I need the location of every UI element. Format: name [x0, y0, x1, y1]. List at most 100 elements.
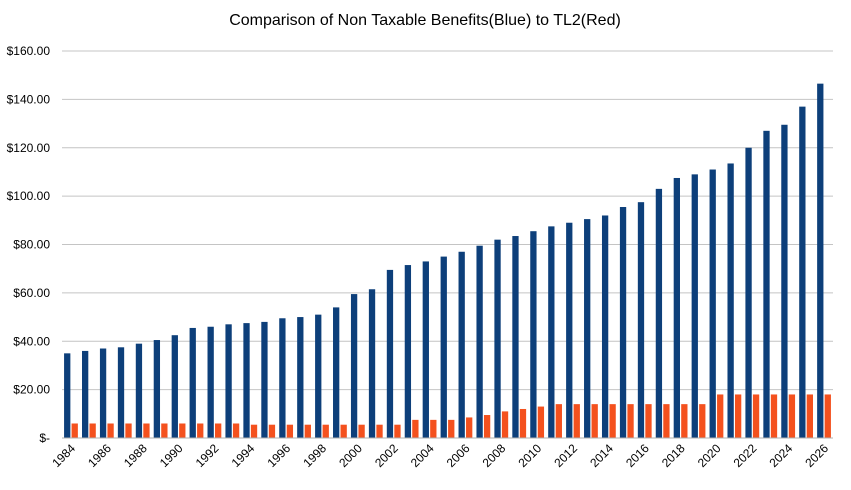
benefits-bar-2010: [530, 231, 537, 438]
y-tick-label: $40.00: [13, 334, 50, 348]
benefits-bar-2023: [763, 130, 770, 438]
chart-title: Comparison of Non Taxable Benefits(Blue)…: [229, 12, 621, 29]
benefits-bar-2024: [781, 124, 788, 439]
y-tick-label: $-: [39, 431, 50, 445]
tl2-bar-1992: [215, 423, 222, 438]
tl2-bar-2007: [483, 415, 491, 438]
y-tick-label: $160.00: [7, 44, 51, 58]
tl2-bar-1996: [286, 424, 294, 438]
benefits-bar-2008: [494, 239, 501, 438]
tl2-bar-2025: [806, 394, 813, 438]
tl2-bar-1986: [107, 423, 114, 438]
benefits-bar-2015: [619, 207, 627, 438]
benefits-bar-2014: [601, 215, 609, 438]
tl2-bar-2023: [770, 394, 778, 438]
tl2-bar-1990: [179, 423, 186, 438]
x-tick-label: 2018: [659, 441, 688, 470]
tl2-bar-1993: [232, 423, 240, 438]
tl2-bar-2019: [699, 404, 706, 438]
x-tick-label: 1992: [193, 441, 222, 470]
benefits-bar-2021: [727, 163, 734, 438]
y-tick-label: $60.00: [13, 286, 50, 300]
x-tick-label: 2002: [372, 441, 401, 470]
benefits-bar-1986: [99, 348, 107, 438]
tl2-bar-1994: [250, 424, 258, 438]
benefits-bar-2026: [817, 83, 824, 439]
benefits-bar-1988: [135, 343, 143, 438]
benefits-bar-1987: [117, 347, 125, 438]
tl2-bar-2013: [591, 404, 598, 438]
x-tick-label: 1984: [49, 441, 78, 470]
benefits-bar-1997: [297, 317, 304, 438]
benefits-bar-2013: [584, 219, 591, 438]
benefits-bar-1993: [225, 324, 232, 438]
y-axis-ticks: $- $20.00 $40.00 $60.00 $80.00 $100.00 $120.00…: [7, 44, 51, 445]
x-tick-label: 1990: [157, 441, 186, 470]
tl2-bar-2026: [824, 394, 831, 438]
x-tick-label: 1996: [264, 441, 293, 470]
tl2-bar-1988: [143, 423, 150, 438]
tl2-bar-2003: [412, 419, 419, 438]
tl2-bar-2012: [573, 404, 580, 438]
bars: [64, 83, 831, 439]
tl2-bar-2024: [788, 394, 796, 438]
benefits-bar-2012: [566, 222, 573, 438]
x-tick-label: 2008: [480, 441, 509, 470]
tl2-bar-2009: [519, 408, 527, 438]
benefits-bar-2022: [745, 147, 752, 438]
benefits-bar-1984: [64, 353, 71, 438]
y-tick-label: $140.00: [7, 92, 51, 106]
tl2-bar-2018: [681, 404, 688, 438]
benefits-bar-2005: [440, 256, 447, 438]
x-tick-label: 2004: [408, 441, 437, 470]
x-tick-label: 2020: [695, 441, 724, 470]
benefits-bar-1995: [261, 321, 268, 438]
tl2-bar-1987: [125, 423, 132, 438]
benefits-bar-2003: [404, 265, 412, 438]
tl2-bar-1998: [322, 424, 329, 438]
benefits-bar-2007: [476, 245, 483, 438]
benefits-bar-1992: [207, 326, 214, 438]
tl2-bar-1985: [89, 423, 96, 438]
x-tick-label: 1988: [121, 441, 150, 470]
x-tick-label: 2006: [444, 441, 473, 470]
tl2-bar-2008: [501, 411, 509, 438]
benefits-bar-2020: [709, 169, 716, 438]
benefits-bar-2025: [799, 106, 806, 438]
x-tick-label: 2000: [336, 441, 365, 470]
y-tick-label: $120.00: [7, 141, 51, 155]
tl2-bar-2005: [448, 419, 455, 438]
tl2-bar-2011: [555, 404, 562, 438]
x-tick-label: 2024: [767, 441, 796, 470]
benefits-bar-2011: [548, 226, 555, 438]
tl2-bar-2010: [537, 406, 545, 438]
tl2-bar-2020: [717, 394, 724, 438]
benefits-bar-2004: [422, 261, 429, 438]
tl2-bar-1989: [161, 423, 168, 438]
benefits-bar-1996: [279, 318, 286, 438]
benefits-bar-1989: [153, 340, 161, 438]
tl2-bar-2016: [645, 404, 652, 438]
tl2-bar-2014: [609, 404, 616, 438]
x-tick-label: 2014: [587, 441, 616, 470]
benefits-bar-1991: [189, 327, 196, 438]
x-tick-label: 2016: [623, 441, 652, 470]
tl2-bar-2021: [734, 394, 742, 438]
y-tick-label: $80.00: [13, 238, 50, 252]
benefits-bar-1994: [243, 323, 250, 438]
tl2-bar-2002: [394, 424, 401, 438]
benefits-bar-2006: [458, 251, 465, 438]
x-tick-label: 1998: [300, 441, 329, 470]
benefits-bar-2019: [691, 174, 698, 439]
x-axis-ticks: 1984 1986 1988 1990 1992 1994 1996 1998 2000 2002…: [49, 441, 831, 470]
benefits-bar-1990: [171, 335, 178, 438]
benefits-bar-2018: [673, 177, 680, 439]
benefits-bar-2017: [655, 188, 663, 438]
tl2-bar-1991: [197, 423, 204, 438]
tl2-bar-2004: [430, 419, 437, 438]
tl2-bar-2015: [627, 404, 634, 438]
benefits-bar-2002: [386, 269, 394, 438]
x-tick-label: 1986: [85, 441, 114, 470]
benefits-bar-2000: [350, 294, 358, 438]
